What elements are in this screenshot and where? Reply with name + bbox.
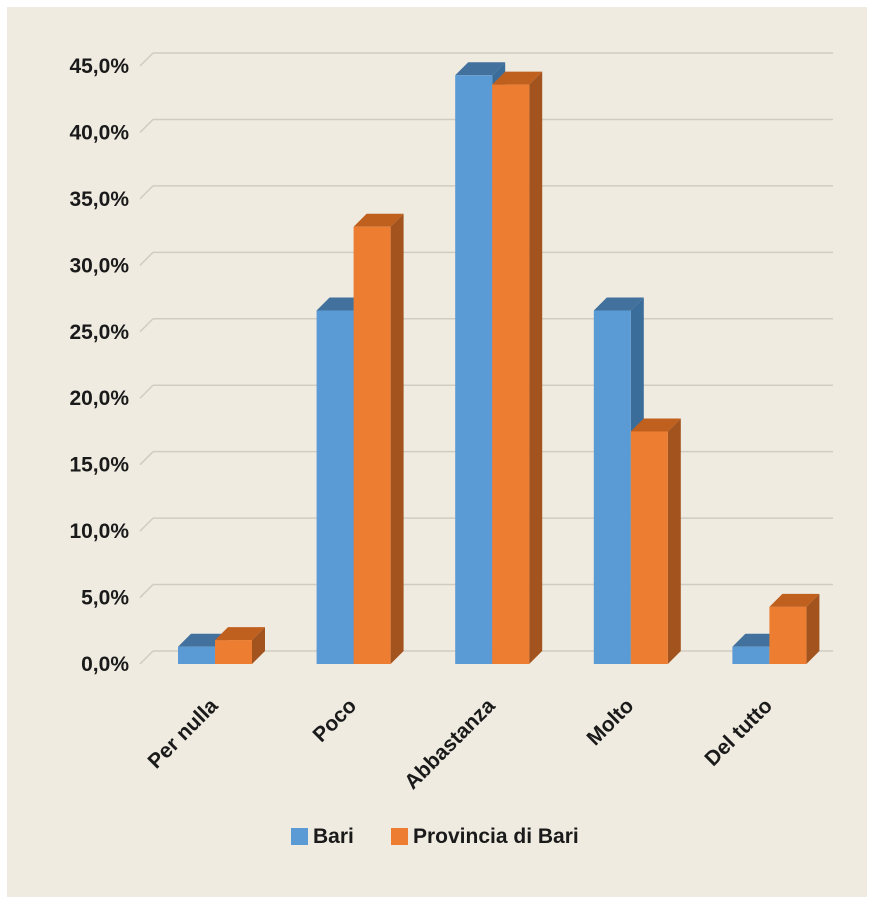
bar-front (769, 606, 807, 664)
bar-side (252, 627, 265, 664)
bar-top (353, 213, 404, 227)
bar-chart: 0,0% 5,0% 10,0% 15,0% 20,0% 25,0% 30,0% 35,0% 40… (69, 52, 833, 848)
bar-side (390, 213, 404, 664)
bar-top (215, 627, 265, 641)
legend-swatch (391, 828, 408, 845)
gridline-slant (139, 451, 154, 466)
x-category-label: Abbastanza (400, 694, 500, 794)
chart-frame: 0,0% 5,0% 10,0% 15,0% 20,0% 25,0% 30,0% 35,0% 40… (7, 7, 867, 897)
gridline-slant (139, 118, 154, 133)
x-axis-category-labels: Per nulla Poco Abbastanza Molto Del tutto (144, 694, 777, 794)
y-tick-label: 40,0% (69, 121, 129, 144)
gridline-slant (139, 318, 154, 333)
x-category-label: Molto (582, 694, 638, 750)
bar-front (316, 310, 354, 664)
bar-front (353, 226, 391, 664)
legend: Bari Provincia di Bari (291, 825, 579, 848)
gridline-slant (139, 52, 154, 67)
bar-1-3 (630, 418, 681, 664)
y-tick-label: 25,0% (69, 321, 129, 344)
bar-1-4 (769, 593, 820, 664)
bar-top (492, 71, 543, 85)
x-category-label: Per nulla (144, 694, 223, 773)
y-tick-label: 15,0% (69, 454, 129, 477)
bar-side (806, 593, 820, 664)
bar-1-2 (492, 71, 543, 665)
x-category-label: Del tutto (700, 694, 776, 770)
bar-front (630, 431, 668, 664)
y-tick-label: 45,0% (69, 55, 129, 78)
bar-side (667, 418, 681, 664)
gridline-slant (139, 584, 154, 599)
bar-front (455, 75, 493, 664)
y-tick-label: 20,0% (69, 387, 129, 410)
legend-item: Bari (291, 825, 354, 848)
bar-front (492, 84, 530, 665)
bar-front (593, 310, 631, 664)
bar-top (769, 593, 820, 607)
gridline-slant (139, 384, 154, 399)
y-tick-label: 10,0% (69, 520, 129, 543)
bar-top (593, 297, 644, 311)
y-tick-label: 30,0% (69, 254, 129, 277)
gridline-slant (139, 251, 154, 266)
gridline-slant (139, 185, 154, 200)
bar-1-0 (215, 627, 265, 664)
y-axis-tick-labels: 0,0% 5,0% 10,0% 15,0% 20,0% 25,0% 30,0% 35,0% 40… (69, 55, 129, 676)
bar-front (215, 640, 252, 664)
legend-label: Provincia di Bari (413, 825, 579, 848)
bar-1-1 (353, 213, 404, 664)
y-tick-label: 5,0% (81, 587, 129, 610)
bar-side (529, 71, 543, 665)
gridline-slant (139, 650, 154, 665)
gridline-slant (139, 517, 154, 532)
bar-front (732, 646, 770, 664)
bars (178, 62, 820, 665)
legend-swatch (291, 828, 308, 845)
legend-item: Provincia di Bari (391, 825, 579, 848)
legend-label: Bari (313, 825, 354, 848)
bar-top (630, 418, 681, 432)
y-tick-label: 0,0% (81, 653, 129, 676)
x-category-label: Poco (309, 694, 362, 747)
y-tick-label: 35,0% (69, 188, 129, 211)
bar-top (455, 62, 506, 76)
bar-front (178, 646, 215, 664)
